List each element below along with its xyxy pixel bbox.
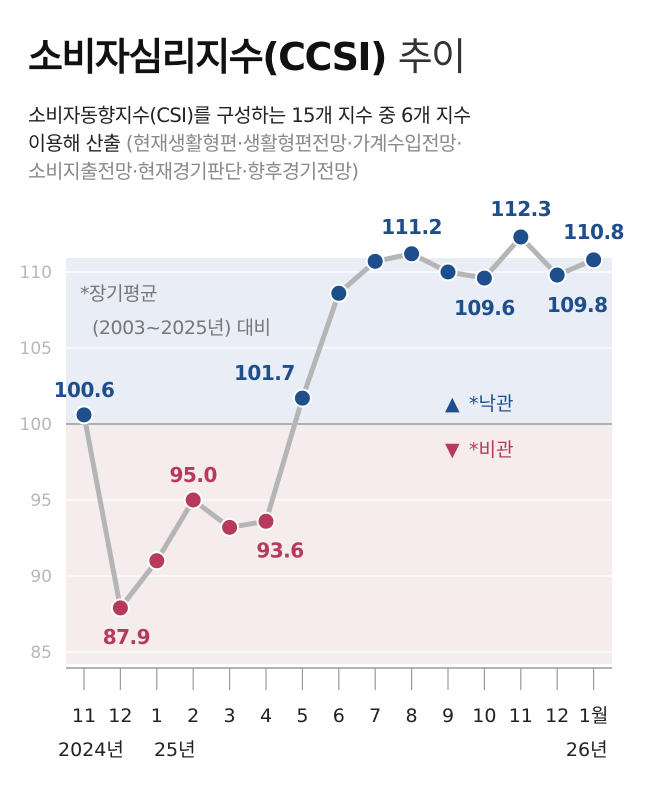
data-point	[438, 262, 458, 282]
data-point	[110, 598, 130, 618]
y-tick-label: 90	[30, 567, 52, 587]
gridlines	[66, 271, 612, 653]
data-point	[365, 251, 385, 271]
data-point	[183, 490, 203, 510]
y-tick-label: 105	[20, 339, 52, 359]
legend: ▲ *낙관 ▼ *비관	[445, 393, 513, 461]
x-tick-label: 10	[472, 705, 496, 727]
data-point	[474, 268, 494, 288]
data-label: 111.2	[381, 215, 442, 239]
data-point	[220, 517, 240, 537]
x-tick-label: 7	[369, 705, 381, 727]
description-line-3: 소비지출전망·현재경기판단·향후경기전망)	[28, 160, 359, 183]
data-point	[584, 250, 604, 270]
x-year-label: 2024년	[58, 739, 124, 761]
x-tick-label: 11	[509, 705, 533, 727]
data-labels: 100.6 87.9 95.0 93.6 101.7 111.2 109.6 112.3 109…	[54, 197, 625, 649]
x-tick-label: 2	[187, 705, 199, 727]
x-tick-label: 9	[442, 705, 454, 727]
description-line-2-note: (현재생활형편·생활형편전망·가계수입전망·	[125, 132, 463, 155]
description-line-2-main: 이용해 산출	[28, 132, 121, 155]
data-point	[329, 283, 349, 303]
long-term-average-note-line-2: (2003~2025년) 대비	[92, 317, 270, 339]
x-tick-label: 11	[72, 705, 96, 727]
x-tick-label: 1	[151, 705, 163, 727]
pessimism-triangle-icon: ▼	[445, 439, 460, 461]
x-tick-label: 8	[406, 705, 418, 727]
data-point	[547, 265, 567, 285]
chart-title: 소비자심리지수(CCSI) 추이	[28, 26, 466, 81]
optimism-triangle-icon: ▲	[445, 393, 460, 415]
data-label: 110.8	[563, 220, 624, 244]
data-point	[511, 227, 531, 247]
x-year-label: 26년	[566, 739, 608, 761]
x-tick-label: 12	[108, 705, 132, 727]
data-point	[256, 511, 276, 531]
x-tick-label: 12	[545, 705, 569, 727]
chart-description: 소비자동향지수(CSI)를 구성하는 15개 지수 중 6개 지수 이용해 산출…	[28, 102, 628, 186]
chart-title-sub: 추이	[397, 35, 466, 79]
data-point	[74, 405, 94, 425]
data-point	[292, 388, 312, 408]
y-tick-label: 100	[20, 415, 52, 435]
long-term-average-note-line-1: *장기평균	[80, 283, 157, 305]
data-label: 101.7	[234, 361, 295, 385]
data-label: 100.6	[54, 378, 115, 402]
data-point	[402, 244, 422, 264]
data-label: 95.0	[170, 463, 217, 487]
legend-pessimism-label: *비관	[469, 439, 513, 461]
x-tick-label: 4	[260, 705, 272, 727]
y-tick-label: 95	[30, 491, 52, 511]
x-tick-label: 6	[333, 705, 345, 727]
x-tick-label: 3	[224, 705, 236, 727]
x-year-label: 25년	[154, 739, 196, 761]
data-point	[147, 551, 167, 571]
data-points	[74, 227, 604, 618]
data-label: 109.8	[547, 293, 608, 317]
description-line-1: 소비자동향지수(CSI)를 구성하는 15개 지수 중 6개 지수	[28, 104, 471, 127]
pessimism-band	[66, 424, 612, 664]
x-axis: 11 2024년 12 1 25년 2 3 4 5 6 7 8 9 10 11 12 1월 26년	[58, 667, 612, 761]
data-label: 93.6	[256, 538, 303, 562]
y-tick-label: 85	[30, 643, 52, 663]
y-tick-label: 110	[20, 263, 52, 283]
legend-optimism-label: *낙관	[469, 393, 513, 415]
x-tick-label: 5	[296, 705, 308, 727]
y-axis: 85 90 95 100 105 110	[20, 263, 52, 663]
x-tick-label: 1월	[579, 705, 609, 727]
data-label: 109.6	[454, 296, 515, 320]
chart-title-main: 소비자심리지수(CCSI)	[28, 35, 387, 79]
data-label: 112.3	[490, 197, 551, 221]
description-line-2: 이용해 산출 (현재생활형편·생활형편전망·가계수입전망·	[28, 130, 628, 158]
data-label: 87.9	[103, 625, 150, 649]
